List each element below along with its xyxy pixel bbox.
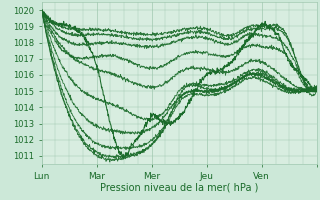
X-axis label: Pression niveau de la mer( hPa ): Pression niveau de la mer( hPa ) [100, 182, 258, 192]
